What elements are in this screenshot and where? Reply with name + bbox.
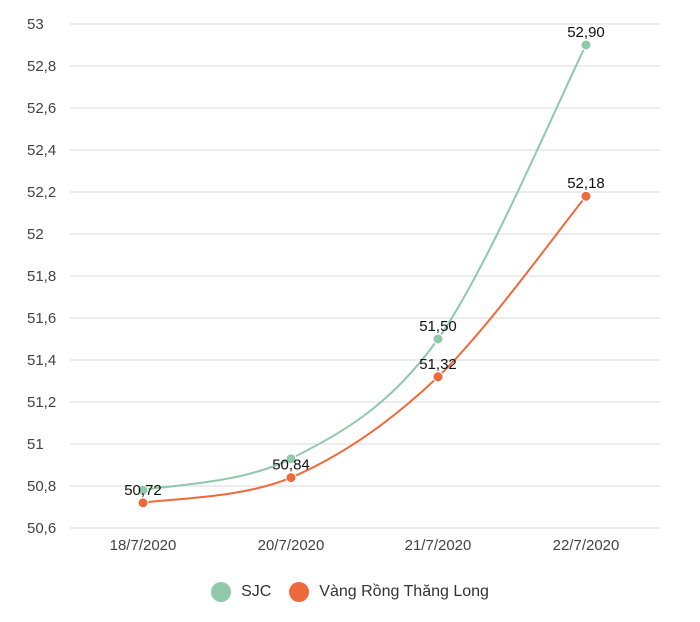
grid-lines [70, 23, 660, 529]
y-tick-label: 51,2 [27, 394, 56, 411]
x-tick-label: 22/7/2020 [553, 537, 620, 554]
data-label-vang-rong-thang-long: 50,72 [124, 482, 162, 499]
series-line-vang-rong-thang-long [142, 195, 587, 504]
data-point-vang-rong-thang-long[interactable] [137, 497, 149, 509]
y-tick-label: 50,8 [27, 478, 56, 495]
data-point-sjc[interactable] [137, 484, 149, 496]
data-point-vang-rong-thang-long[interactable] [580, 190, 592, 202]
x-tick-label: 21/7/2020 [405, 537, 472, 554]
series-lines [142, 44, 587, 504]
series-points [137, 39, 592, 509]
data-label-sjc: 51,50 [419, 318, 457, 335]
legend-marker-sjc [211, 582, 232, 602]
y-tick-label: 51,6 [27, 310, 56, 327]
data-point-sjc[interactable] [580, 39, 592, 51]
data-point-vang-rong-thang-long[interactable] [285, 472, 297, 484]
y-axis-ticks: 53 52,8 52,6 52,4 52,2 52 51,8 51,6 51,4 51,2 51 50… [27, 16, 56, 537]
y-tick-label: 53 [27, 16, 44, 33]
legend-label-vang-rong-thang-long: Vàng Rồng Thăng Long [319, 583, 489, 600]
legend-item-vang-rong-thang-long[interactable]: Vàng Rồng Thăng Long [289, 582, 489, 602]
y-tick-label: 52,2 [27, 184, 56, 201]
legend-marker-vang-rong-thang-long [289, 582, 310, 602]
y-tick-label: 52 [27, 226, 44, 243]
line-chart: 53 52,8 52,6 52,4 52,2 52 51,8 51,6 51,4 51,2 51 50… [27, 16, 660, 554]
legend-label-sjc: SJC [241, 583, 272, 600]
series-line-sjc [142, 44, 587, 492]
x-tick-label: 20/7/2020 [258, 537, 325, 554]
y-tick-label: 52,4 [27, 142, 56, 159]
data-label-vang-rong-thang-long: 50,84 [272, 457, 310, 474]
y-tick-label: 52,8 [27, 58, 56, 75]
data-labels: 51,50 52,90 50,72 50,84 51,32 52,18 [124, 24, 605, 499]
x-tick-label: 18/7/2020 [110, 537, 177, 554]
x-axis-ticks: 18/7/2020 20/7/2020 21/7/2020 22/7/2020 [110, 537, 620, 554]
y-tick-label: 51,8 [27, 268, 56, 285]
y-tick-label: 51 [27, 436, 44, 453]
legend: SJC Vàng Rồng Thăng Long [0, 582, 700, 602]
y-tick-label: 50,6 [27, 520, 56, 537]
data-label-vang-rong-thang-long: 52,18 [567, 175, 605, 192]
data-point-sjc[interactable] [432, 333, 444, 345]
y-tick-label: 52,6 [27, 100, 56, 117]
data-point-sjc[interactable] [285, 453, 297, 465]
legend-item-sjc[interactable]: SJC [211, 582, 271, 602]
data-label-vang-rong-thang-long: 51,32 [419, 356, 457, 373]
data-point-vang-rong-thang-long[interactable] [432, 371, 444, 383]
y-tick-label: 51,4 [27, 352, 56, 369]
data-label-sjc: 52,90 [567, 24, 605, 41]
